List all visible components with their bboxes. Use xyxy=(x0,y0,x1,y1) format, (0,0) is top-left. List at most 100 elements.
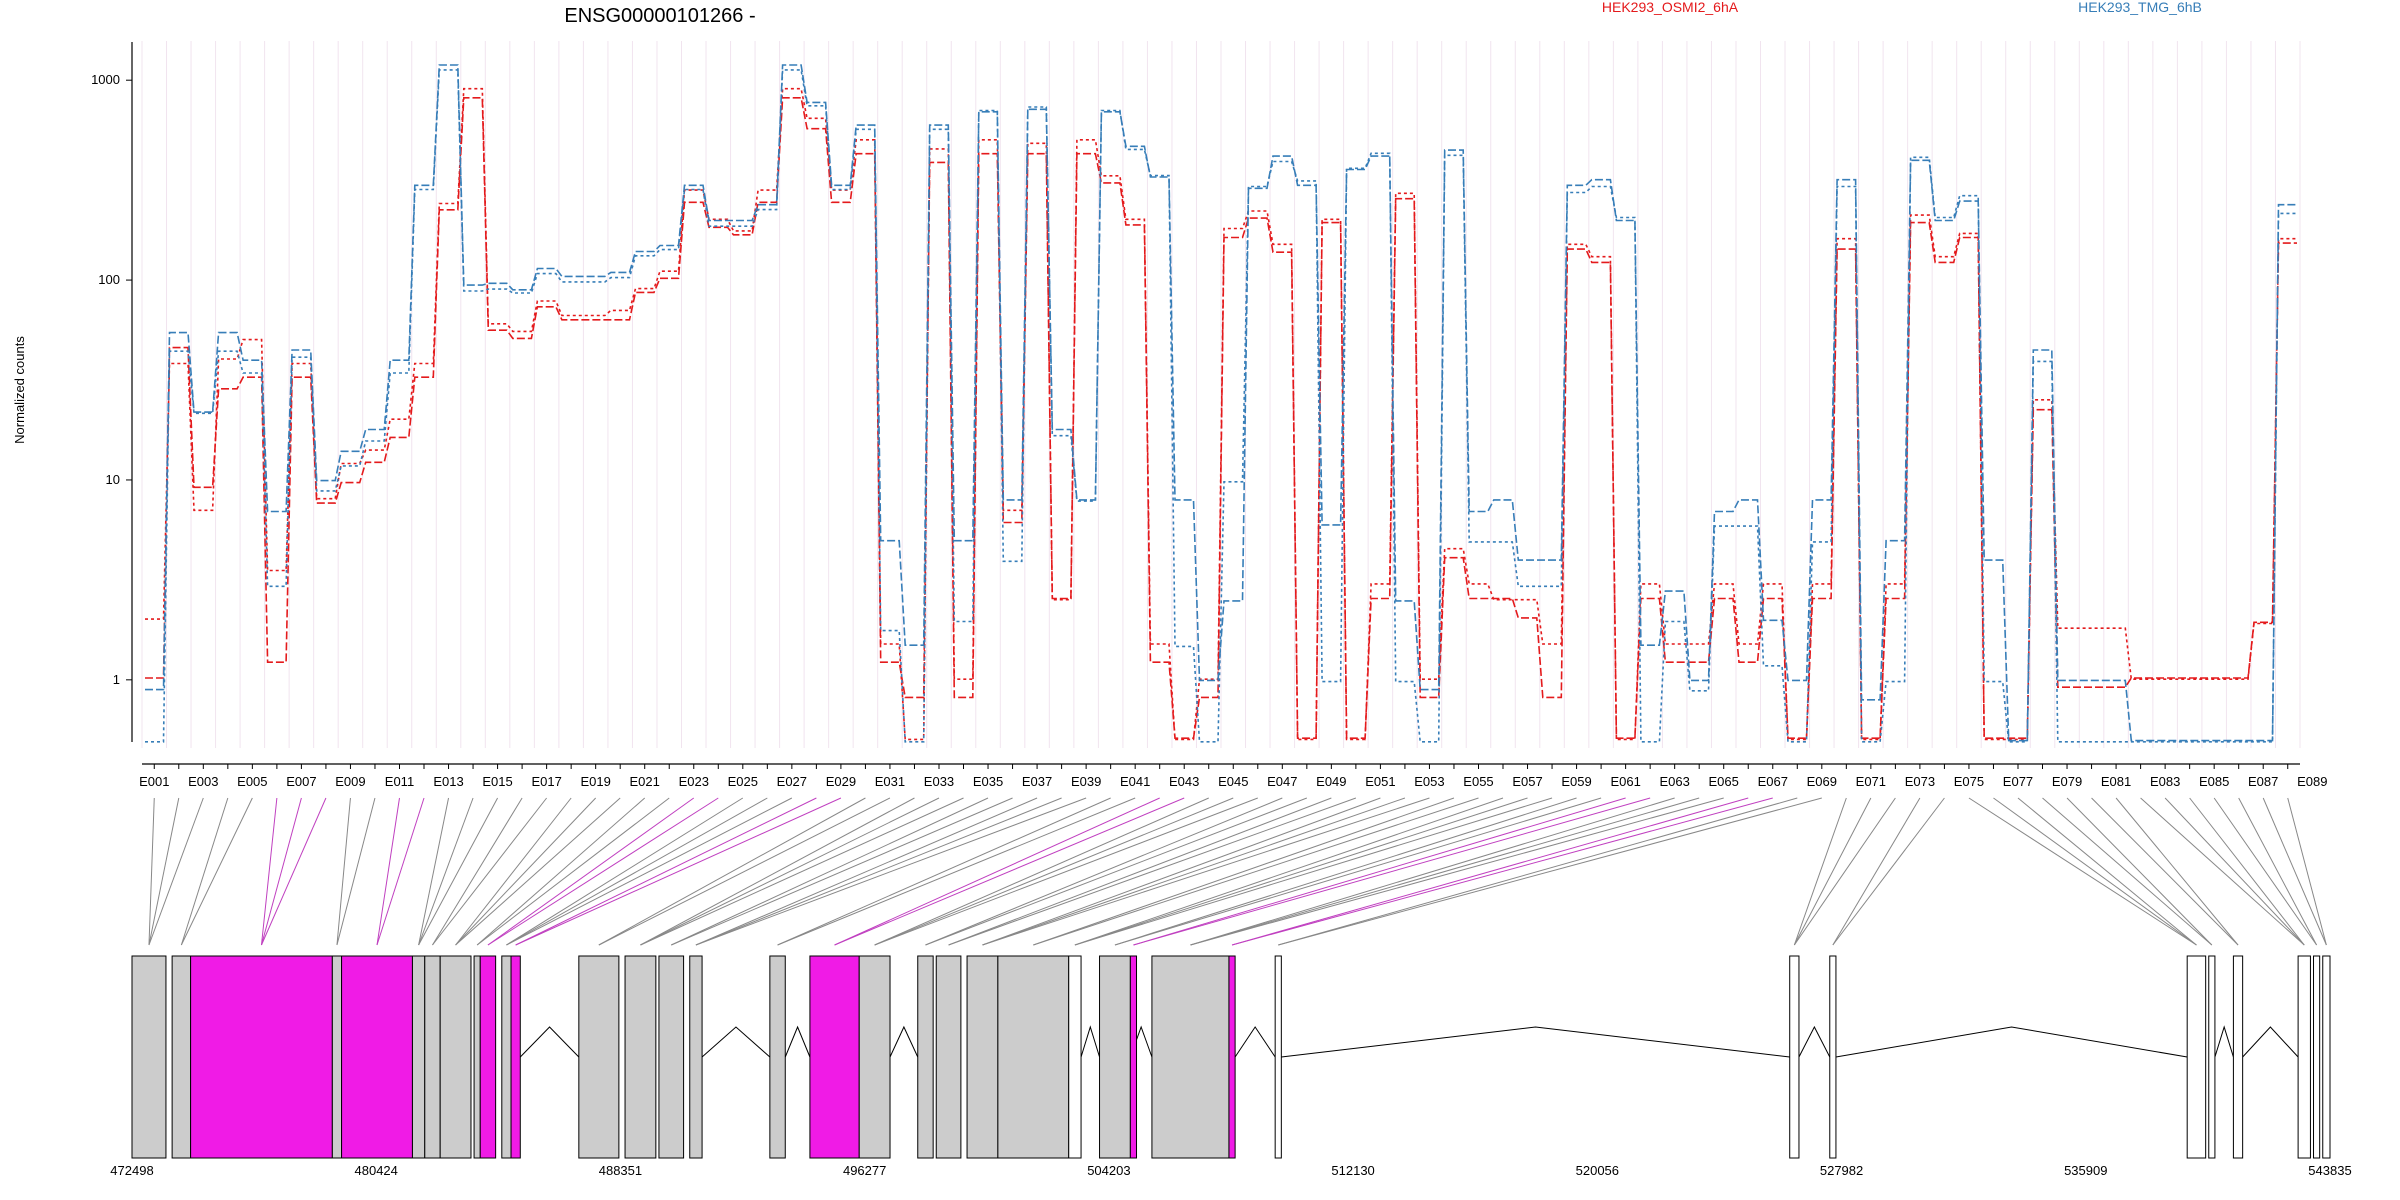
exon-connector xyxy=(1074,797,1553,946)
exon-connector xyxy=(1832,797,1945,946)
exon-label: E063 xyxy=(1659,774,1689,789)
legend-entry-tmg-6hb: HEK293_TMG_6hB xyxy=(2078,0,2202,15)
exon-block xyxy=(424,955,441,1159)
exon-connector xyxy=(982,797,1406,946)
exon-label: E007 xyxy=(286,774,316,789)
exon-connector xyxy=(2140,797,2305,946)
exon-connector xyxy=(2287,797,2327,946)
exon-connector xyxy=(1133,797,1651,946)
exon-connector xyxy=(180,797,253,946)
exon-label: E035 xyxy=(973,774,1003,789)
exon-connector xyxy=(982,797,1430,946)
exon-block xyxy=(2208,955,2216,1159)
chart-title: ENSG00000101266 - xyxy=(564,5,755,27)
exon-label: E027 xyxy=(777,774,807,789)
exon-connector xyxy=(336,797,351,946)
exon-block xyxy=(1228,955,1236,1159)
y-tick-label: 1 xyxy=(113,672,120,687)
exon-connector xyxy=(487,797,719,946)
exon-label: E039 xyxy=(1071,774,1101,789)
exon-connector xyxy=(777,797,1136,946)
exon-block xyxy=(2322,955,2331,1159)
exon-label: E059 xyxy=(1561,774,1591,789)
exon-block xyxy=(331,955,343,1159)
exon-connector xyxy=(1793,797,1896,946)
exon-connector xyxy=(1278,797,1798,946)
exon-connector xyxy=(1231,797,1749,946)
exon-label: E023 xyxy=(679,774,709,789)
exon-block xyxy=(2297,955,2311,1159)
exon-connector xyxy=(1968,797,2197,946)
y-tick-label: 1000 xyxy=(91,72,120,87)
exon-label: E031 xyxy=(875,774,905,789)
exon-connector xyxy=(1190,797,1724,946)
exon-connector xyxy=(515,797,842,946)
y-tick-label: 10 xyxy=(106,472,120,487)
exon-label: E087 xyxy=(2248,774,2278,789)
exon-block xyxy=(1068,955,1082,1159)
exon-connector xyxy=(506,797,744,946)
exon-connector xyxy=(1190,797,1700,946)
exon-connector xyxy=(1033,797,1455,946)
genomic-coordinate-label: 472498 xyxy=(110,1163,153,1178)
exon-block xyxy=(578,955,620,1159)
exon-connector xyxy=(1231,797,1773,946)
exon-label: E079 xyxy=(2052,774,2082,789)
exon-label: E049 xyxy=(1316,774,1346,789)
exon-connector xyxy=(455,797,597,946)
exon-connector xyxy=(148,797,204,946)
exon-connector xyxy=(515,797,817,946)
genomic-coordinate-label: 535909 xyxy=(2064,1163,2107,1178)
exon-connector xyxy=(598,797,866,946)
exon-block xyxy=(769,955,786,1159)
exon-connector xyxy=(695,797,1062,946)
exon-label: E021 xyxy=(630,774,660,789)
exon-label: E085 xyxy=(2199,774,2229,789)
exon-connector xyxy=(948,797,1332,946)
y-axis-label: Normalized counts xyxy=(12,336,27,444)
intron-line xyxy=(701,1026,771,1058)
exon-connector xyxy=(376,797,425,946)
intron-line xyxy=(1080,1025,1101,1058)
exon-block xyxy=(689,955,703,1159)
exon-connector xyxy=(640,797,915,946)
exon-block xyxy=(624,955,657,1159)
exon-block xyxy=(858,955,891,1159)
exon-connector xyxy=(777,797,1111,946)
exon-block xyxy=(658,955,685,1159)
exon-label: E067 xyxy=(1758,774,1788,789)
exon-block xyxy=(510,955,521,1159)
exon-connector xyxy=(1793,797,1847,946)
exon-connector xyxy=(2066,797,2213,946)
genomic-coordinate-label: 480424 xyxy=(355,1163,398,1178)
exon-connector xyxy=(376,797,400,946)
exon-label: E089 xyxy=(2297,774,2327,789)
exon-connector xyxy=(506,797,768,946)
exon-label: E077 xyxy=(2003,774,2033,789)
exon-label: E001 xyxy=(139,774,169,789)
exon-label: E003 xyxy=(188,774,218,789)
series-line-4 xyxy=(145,69,2297,743)
exon-connector xyxy=(982,797,1381,946)
exon-connector xyxy=(1133,797,1626,946)
exon-label: E065 xyxy=(1709,774,1739,789)
exon-block xyxy=(439,955,472,1159)
exon-label: E037 xyxy=(1022,774,1052,789)
exon-connector xyxy=(1278,797,1822,946)
exon-connector xyxy=(874,797,1209,946)
intron-line xyxy=(1798,1025,1831,1058)
intron-line xyxy=(2214,1025,2234,1058)
exon-connector xyxy=(1074,797,1504,946)
exon-label: E005 xyxy=(237,774,267,789)
exon-connector xyxy=(874,797,1258,946)
exon-block xyxy=(1274,955,1282,1159)
intron-line xyxy=(519,1026,580,1058)
intron-line xyxy=(784,1025,811,1058)
exon-connector xyxy=(834,797,1160,946)
exon-connector xyxy=(695,797,1038,946)
exon-connector xyxy=(432,797,548,946)
exon-connector xyxy=(2164,797,2305,946)
exon-label: E015 xyxy=(482,774,512,789)
exon-block xyxy=(935,955,962,1159)
